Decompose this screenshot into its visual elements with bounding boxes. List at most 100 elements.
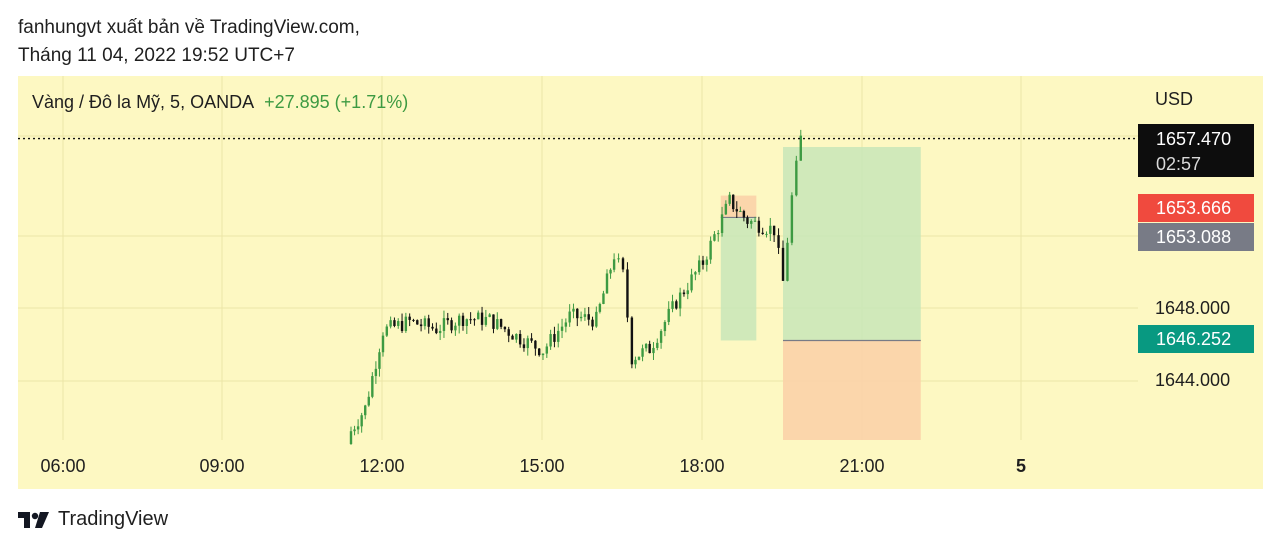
candle-body [617,258,620,260]
candle-body [541,353,545,356]
candle-body [572,308,575,312]
tradingview-logo-icon [18,511,49,528]
candle-body [652,347,655,354]
x-tick-label: 15:00 [519,456,565,476]
candle-body [765,233,768,235]
candle-body [746,217,749,224]
candle-body [641,348,644,357]
candle-body [530,338,533,341]
candle-body [360,415,363,427]
x-tick-label: 12:00 [359,456,405,476]
position-zones [720,147,921,440]
candle-body [557,330,560,342]
candle-body [795,160,798,196]
candle-body [503,326,507,330]
candle-body [515,333,518,340]
candle-body [678,292,682,309]
candle-body [461,315,465,326]
profit-zone [720,217,757,341]
candle-body [605,273,609,294]
candle-body [644,343,648,349]
candle-body [416,320,419,325]
x-tick-label-day: 5 [1015,456,1027,476]
candle-body [450,320,453,331]
candle-body [374,368,378,377]
x-tick-label: 06:00 [40,456,86,476]
candle-body [522,344,526,349]
candle-body [484,316,488,325]
candle-body [553,334,556,342]
publisher-line: fanhungvt xuất bản về TradingView.com, [18,17,360,38]
symbol-name: Vàng / Đô la Mỹ, 5, OANDA [32,92,254,112]
candle-body [750,220,753,224]
candle-body [671,301,674,309]
chart-area[interactable] [18,76,1263,489]
candle-body [480,312,484,325]
candle-body [728,194,731,204]
candle-body [537,348,541,356]
y-tick-label: 1648.000 [1155,298,1231,318]
candle-body [545,346,549,354]
candle-body [408,316,411,320]
candle-body [435,328,438,334]
candle-body [656,342,659,348]
candle-body [595,311,598,327]
publish-header: fanhungvt xuất bản về TradingView.com, T… [18,14,360,70]
candle-body [431,326,434,329]
candle-body [364,405,367,416]
candle-body [473,319,476,321]
candle-body [356,426,360,430]
candle-body [404,316,408,331]
candle-body [438,330,442,334]
candle-body [598,303,602,312]
candle-body [697,260,701,273]
candle-body [621,258,625,270]
candle-body [769,225,772,234]
candle-body [496,319,499,329]
candle-body [367,396,370,406]
candle-body [427,318,430,327]
candle-body [777,235,780,248]
candle-body [499,319,503,327]
candle-body [739,211,742,213]
candle-body [659,331,663,343]
candle-body [412,319,415,321]
candle-body [381,335,385,353]
candle-body [742,211,746,218]
candle-body [602,293,605,304]
candle-body [534,340,537,349]
candle-body [378,352,381,369]
candle-body [492,314,495,329]
candle-body [518,333,522,345]
candle-body [713,234,716,241]
candle-body [423,318,427,327]
candle-body [549,334,552,347]
candle-body [353,429,356,432]
candle-body [772,225,776,236]
x-tick-label: 09:00 [199,456,245,476]
currency-label: USD [1155,89,1194,109]
price-tag-red: 1653.666 [1138,194,1254,222]
footer-brand-name: TradingView [58,508,169,530]
candle-body [735,209,738,212]
footer-brand[interactable]: TradingView [18,508,168,531]
candle-body [576,308,579,319]
candle-body [717,233,720,235]
candle-body [568,311,571,323]
current-price-tag: 1657.470 02:57 [1138,124,1254,177]
candle-body [790,195,794,243]
candle-body [579,316,583,319]
y-tick-label: 1644.000 [1155,370,1231,390]
candle-body [465,319,469,326]
stop-zone [783,340,921,440]
x-tick-label: 18:00 [679,456,725,476]
candle-body [349,431,353,444]
candle-body [488,314,491,317]
profit-zone [783,147,921,341]
symbol-legend: Vàng / Đô la Mỹ, 5, OANDA +27.895 (+1.71… [32,92,408,113]
symbol-change: +27.895 (+1.71%) [264,92,409,112]
candle-body [511,335,514,340]
candle-body [560,326,564,331]
candle-body [786,242,789,281]
